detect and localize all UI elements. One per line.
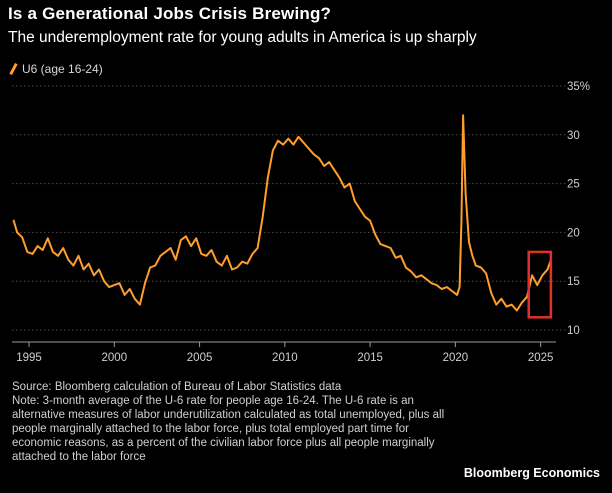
y-tick-label: 25 [567, 179, 580, 191]
x-tick-label: 2020 [443, 352, 469, 364]
series-line-u6 [12, 114, 552, 312]
x-tick-label: 2025 [528, 352, 554, 364]
source-text: Source: Bloomberg calculation of Bureau … [12, 381, 342, 393]
x-tick-label: 2005 [187, 352, 213, 364]
highlight-box [527, 250, 553, 319]
y-tick-label: 30 [567, 130, 580, 142]
x-tick-label: 2010 [272, 352, 298, 364]
x-tick-label: 1995 [16, 352, 42, 364]
series-group [12, 114, 552, 312]
y-tick-label: 35% [567, 81, 590, 93]
grid-lines [12, 85, 566, 331]
legend-label: U6 (age 16-24) [22, 62, 103, 76]
chart-title: Is a Generational Jobs Crisis Brewing? [8, 4, 332, 23]
x-axis-ticks: 1995 2000 2005 2010 2015 2020 2025 [12, 341, 556, 364]
y-tick-label: 15 [567, 276, 580, 288]
highlight-group [527, 250, 553, 319]
y-tick-label: 20 [567, 227, 580, 239]
x-tick-label: 2000 [102, 352, 128, 364]
source-notes: Source: Bloomberg calculation of Bureau … [12, 380, 452, 464]
note-text: Note: 3-month average of the U-6 rate fo… [12, 395, 445, 463]
chart-legend: U6 (age 16-24) [9, 62, 103, 76]
y-tick-label: 10 [567, 325, 580, 337]
brand-label: Bloomberg Economics [463, 466, 600, 480]
chart-subtitle: The underemployment rate for young adult… [8, 29, 477, 46]
x-tick-label: 2015 [357, 352, 383, 364]
y-axis-ticks: 10 15 20 25 30 35% [567, 81, 590, 337]
